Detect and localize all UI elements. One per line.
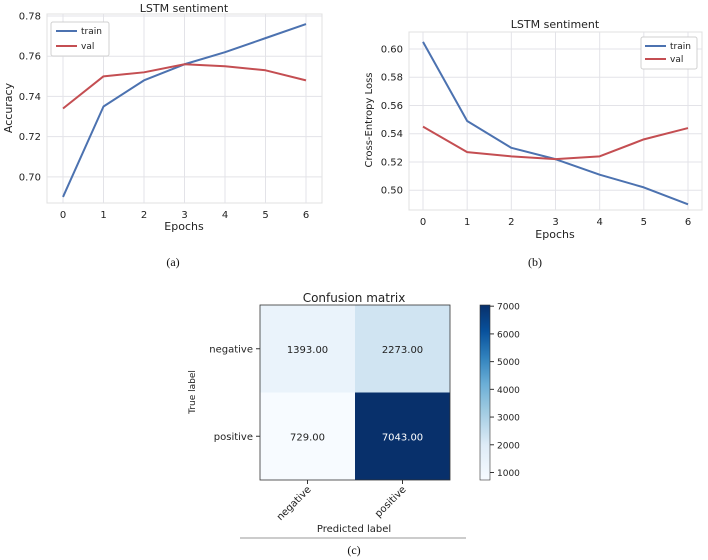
b-y-tick-label: 0.54 [381, 129, 403, 140]
loss-chart: LSTM sentiment 0.500.520.540.560.580.60 … [364, 18, 703, 269]
b-y-tick-label: 0.58 [381, 73, 403, 84]
b-x-tick-label: 1 [464, 217, 470, 228]
loss-legend-val-label: val [670, 55, 683, 65]
a-x-tick-label: 6 [303, 210, 309, 221]
b-x-tick-label: 2 [508, 217, 514, 228]
a-y-tick-label: 0.76 [19, 52, 41, 63]
b-series-val-line [422, 125, 689, 161]
a-y-tick-label: 0.78 [19, 12, 41, 23]
panel-label-a: (a) [166, 255, 179, 269]
colorbar-tick-label: 7000 [497, 303, 520, 313]
b-x-tick-label: 3 [552, 217, 558, 228]
a-x-tick-label: 5 [262, 210, 268, 221]
loss-chart-title: LSTM sentiment [511, 18, 600, 31]
a-x-tick-label: 4 [222, 210, 228, 221]
confusion-cell [260, 392, 355, 480]
accuracy-chart-title: LSTM sentiment [140, 2, 229, 15]
confusion-y-tick-label: negative [209, 344, 253, 355]
confusion-y-tick-label: positive [214, 432, 253, 443]
panel-label-c: (c) [347, 543, 360, 557]
confusion-x-tick-label: positive [373, 484, 409, 520]
a-x-tick-label: 1 [100, 210, 106, 221]
confusion-matrix-chart: Confusion matrix 1393.00 2273.00 729.00 704… [188, 291, 520, 557]
a-series-val-line [62, 63, 307, 110]
b-x-tick-label: 6 [685, 217, 691, 228]
b-x-tick-label: 4 [596, 217, 602, 228]
a-y-tick-label: 0.70 [19, 172, 41, 183]
confusion-cell [260, 305, 355, 393]
confusion-matrix-frame [259, 304, 451, 481]
a-y-tick-label: 0.74 [19, 92, 41, 103]
accuracy-chart: LSTM sentiment 0.70 0.72 0.74 0.76 0.78 0 1 2 3… [2, 2, 323, 269]
loss-legend: train val [640, 36, 698, 70]
confusion-title: Confusion matrix [303, 291, 406, 305]
accuracy-legend-train-label: train [81, 27, 102, 37]
b-y-tick-label: 0.50 [381, 186, 403, 197]
confusion-x-axis-label: Predicted label [317, 524, 391, 535]
a-x-tick-label: 3 [181, 210, 187, 221]
colorbar-tick-label: 4000 [497, 386, 520, 396]
confusion-y-axis-label: True label [188, 370, 198, 415]
confusion-cell [355, 305, 450, 393]
b-y-tick-label: 0.60 [381, 44, 403, 55]
b-x-tick-label: 0 [420, 217, 426, 228]
confusion-cell-value: 7043.00 [382, 432, 423, 443]
accuracy-legend-val-label: val [81, 42, 94, 52]
accuracy-y-axis-label: Accuracy [2, 82, 15, 133]
loss-x-axis-label: Epochs [535, 228, 575, 241]
colorbar [479, 304, 491, 481]
panel-label-b: (b) [528, 255, 542, 269]
colorbar-tick-label: 6000 [497, 330, 520, 340]
b-x-tick-label: 5 [641, 217, 647, 228]
accuracy-legend: train val [50, 21, 110, 57]
a-y-tick-label: 0.72 [19, 132, 41, 143]
colorbar-tick-label: 1000 [497, 469, 520, 479]
confusion-cell [355, 392, 450, 480]
a-x-tick-label: 0 [60, 210, 66, 221]
a-x-tick-label: 2 [141, 210, 147, 221]
b-y-tick-label: 0.52 [381, 157, 403, 168]
confusion-cell-value: 2273.00 [382, 345, 423, 356]
accuracy-x-axis-label: Epochs [164, 220, 204, 233]
colorbar-tick-label: 5000 [497, 358, 520, 368]
confusion-x-tick-label: negative [275, 484, 314, 523]
confusion-cell-value: 1393.00 [287, 345, 328, 356]
colorbar-tick-label: 2000 [497, 441, 520, 451]
b-y-tick-label: 0.56 [381, 101, 403, 112]
colorbar-tick-label: 3000 [497, 414, 520, 424]
loss-y-axis-label: Cross-Entropy Loss [364, 73, 375, 168]
loss-legend-train-label: train [670, 42, 691, 52]
confusion-cell-value: 729.00 [290, 432, 325, 443]
